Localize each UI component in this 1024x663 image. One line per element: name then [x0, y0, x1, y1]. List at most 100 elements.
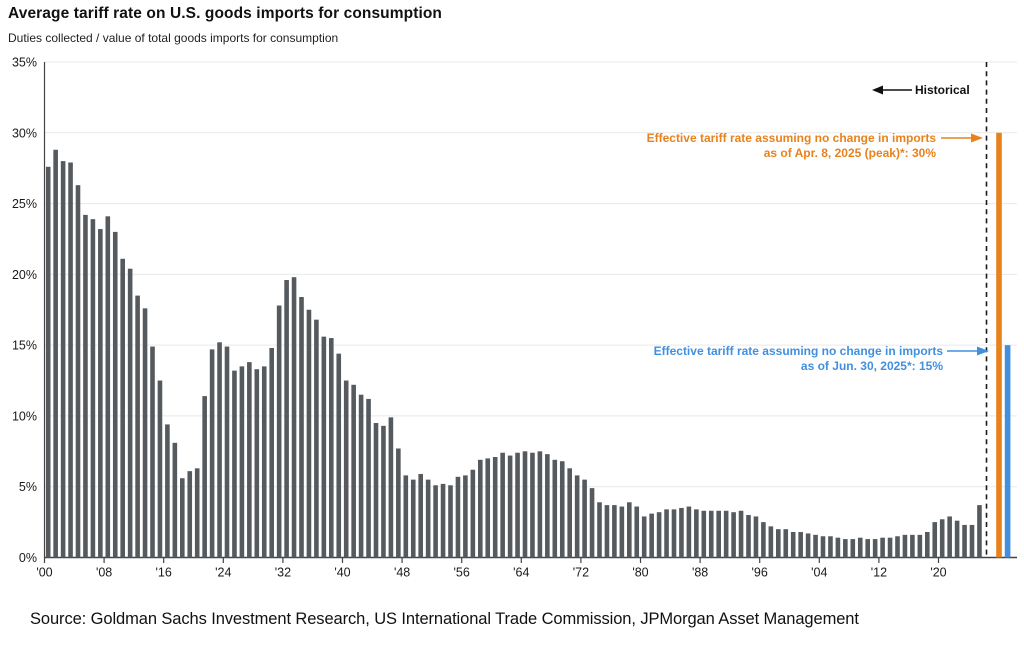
hist-bar-1956	[463, 475, 468, 558]
hist-bar-1974	[597, 502, 602, 558]
hist-bar-1941	[351, 384, 356, 558]
hist-bar-1940	[343, 380, 349, 558]
y-tick-label-15: 15%	[12, 339, 37, 353]
hist-bar-1908	[105, 216, 111, 558]
historical-label: Historical	[915, 83, 970, 98]
chart-title: Average tariff rate on U.S. goods import…	[8, 5, 443, 22]
hist-bar-1934	[299, 297, 304, 558]
x-tick-label-1916: '16	[156, 566, 172, 580]
hist-bar-2018	[925, 532, 930, 558]
hist-bar-1902	[60, 161, 66, 558]
hist-bar-2011	[872, 539, 878, 558]
current-bar	[1004, 345, 1011, 558]
hist-bar-1968	[552, 459, 558, 558]
hist-bar-2023	[962, 524, 967, 558]
hist-bar-1954	[448, 485, 453, 558]
hist-bar-1957	[470, 469, 476, 558]
hist-bar-1920	[194, 468, 200, 558]
x-tick-label-1996: '96	[752, 566, 768, 580]
hist-bar-1914	[150, 346, 155, 558]
hist-bar-1929	[261, 366, 267, 558]
peak-right-arrow-icon	[941, 133, 983, 143]
hist-bar-1945	[381, 425, 386, 558]
hist-bar-1906	[90, 219, 96, 558]
x-tick-label-2020: '20	[930, 566, 946, 580]
hist-bar-1988	[701, 510, 707, 558]
hist-bar-1918	[180, 478, 185, 558]
x-tick-label-1940: '40	[334, 566, 350, 580]
hist-bar-1967	[545, 454, 550, 558]
source-note: Source: Goldman Sachs Investment Researc…	[30, 610, 859, 628]
hist-bar-1909	[112, 231, 118, 558]
hist-bar-1980	[641, 516, 647, 558]
hist-bar-1973	[589, 488, 595, 558]
hist-bar-1950	[418, 473, 423, 558]
hist-bar-2002	[805, 533, 811, 558]
hist-bar-1923	[217, 342, 222, 558]
hist-bar-2022	[954, 520, 960, 558]
x-tick-label-2012: '12	[871, 566, 887, 580]
x-tick-label-2004: '04	[811, 566, 827, 580]
hist-bar-1947	[396, 448, 401, 558]
hist-bar-1977	[619, 506, 625, 558]
hist-bar-1925	[232, 370, 237, 558]
hist-bar-1963	[515, 452, 520, 558]
hist-bar-2008	[850, 539, 856, 558]
chart-subtitle: Duties collected / value of total goods …	[8, 31, 339, 45]
hist-bar-1949	[410, 479, 416, 558]
hist-bar-1969	[559, 461, 565, 558]
hist-bar-1979	[634, 506, 640, 558]
historical-left-arrow-icon	[872, 85, 912, 95]
hist-bar-1904	[75, 185, 81, 558]
hist-bar-2025	[977, 505, 982, 558]
hist-bar-1927	[247, 362, 252, 558]
hist-bar-2001	[798, 532, 803, 558]
x-tick-label-1948: '48	[394, 566, 410, 580]
hist-bar-2007	[843, 539, 848, 558]
hist-bar-1907	[98, 229, 103, 558]
hist-bar-1944	[373, 423, 379, 558]
hist-bar-1932	[284, 280, 289, 558]
hist-bar-1989	[708, 510, 714, 558]
hist-bar-2009	[857, 537, 863, 558]
x-tick-label-1972: '72	[573, 566, 589, 580]
hist-bar-1984	[671, 509, 677, 558]
hist-bar-1982	[656, 512, 662, 558]
hist-bar-1930	[269, 347, 274, 558]
hist-bar-1912	[135, 295, 140, 558]
hist-bar-2003	[813, 534, 818, 558]
hist-bar-2017	[917, 534, 923, 558]
hist-bar-1959	[485, 458, 491, 558]
current-annotation-line2: as of Jun. 30, 2025*: 15%	[800, 358, 943, 373]
hist-bar-1938	[329, 338, 334, 558]
hist-bar-1952	[433, 485, 438, 558]
x-tick-label-1980: '80	[632, 566, 648, 580]
y-tick-label-0: 0%	[19, 551, 37, 565]
hist-bar-1961	[500, 452, 505, 558]
hist-bar-1911	[127, 268, 133, 558]
hist-bar-2024	[969, 524, 975, 558]
hist-bar-1995	[753, 516, 759, 558]
hist-bar-1975	[604, 505, 610, 558]
hist-bar-1948	[403, 475, 409, 558]
hist-bar-1953	[440, 483, 446, 558]
hist-bar-1913	[142, 308, 148, 558]
peak-annotation-line2: as of Apr. 8, 2025 (peak)*: 30%	[763, 145, 936, 160]
x-tick-label-1964: '64	[513, 566, 529, 580]
hist-bar-1981	[649, 513, 654, 558]
hist-bar-2012	[880, 537, 885, 558]
hist-bar-1978	[627, 502, 632, 558]
hist-bar-1905	[83, 214, 88, 558]
hist-bar-1970	[567, 468, 572, 558]
hist-bar-1992	[731, 512, 736, 558]
hist-bar-1958	[478, 459, 483, 558]
y-tick-label-10: 10%	[12, 409, 37, 423]
hist-bar-1942	[358, 394, 364, 558]
hist-bar-1965	[530, 452, 535, 558]
hist-bar-1990	[716, 510, 721, 558]
x-tick-label-1900: '00	[36, 566, 52, 580]
hist-bar-2015	[902, 534, 908, 558]
y-tick-label-25: 25%	[12, 197, 37, 211]
hist-bar-2016	[910, 534, 915, 558]
